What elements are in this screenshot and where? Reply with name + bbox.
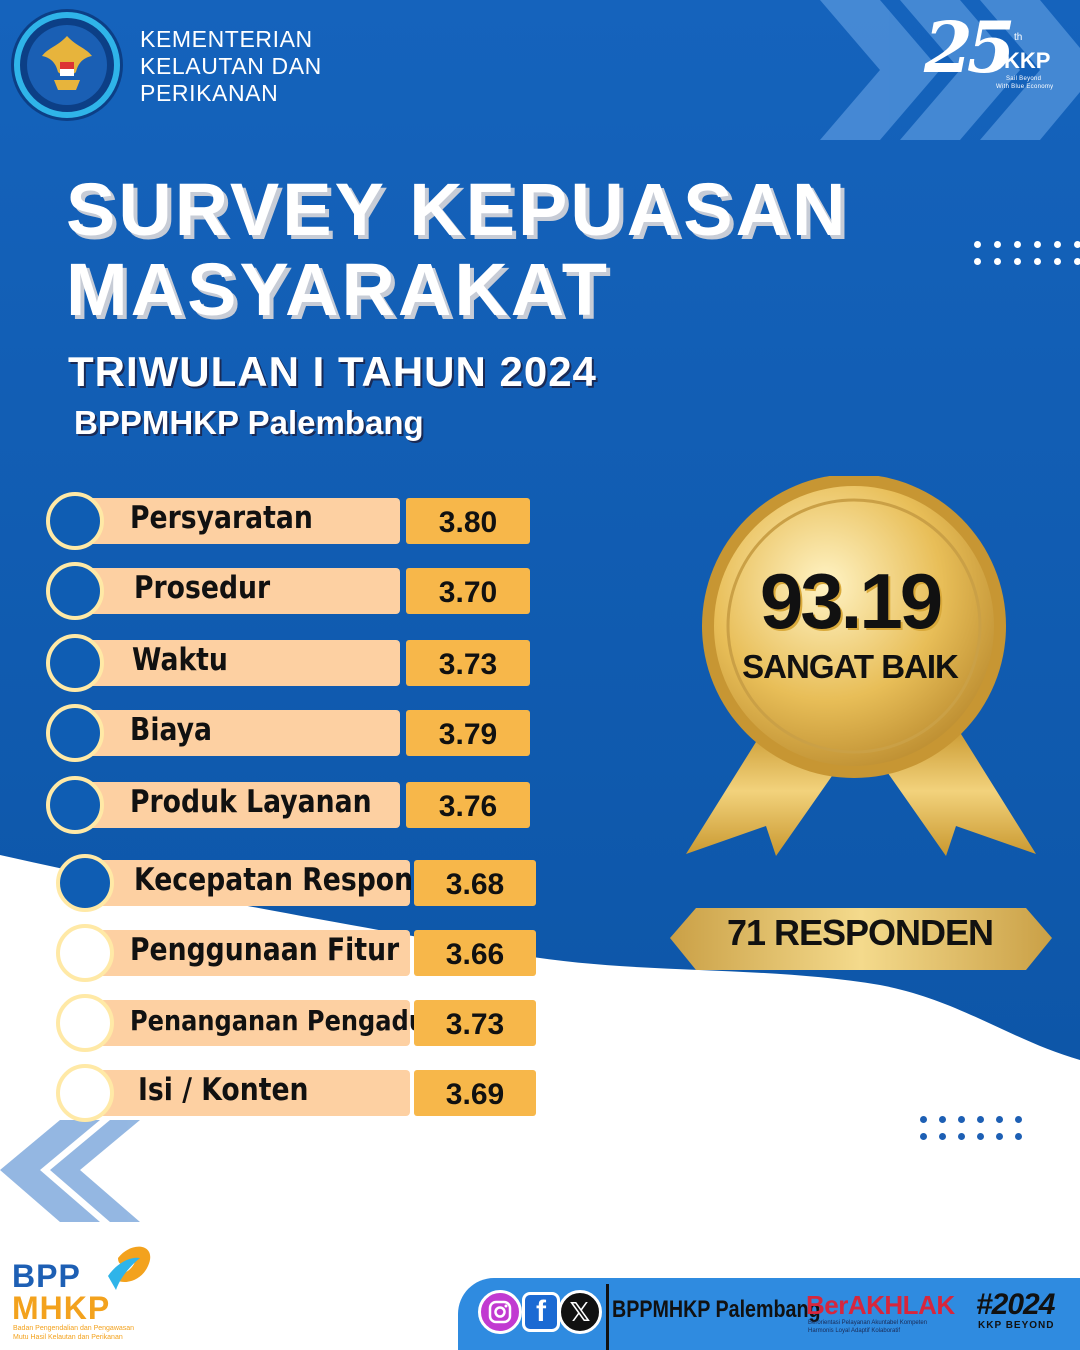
indicator-bar — [84, 930, 410, 976]
indicator-label: Persyaratan — [130, 500, 313, 536]
bppmhkp-logo — [108, 1246, 151, 1290]
indicator-circle — [56, 854, 114, 912]
ministry-logo — [11, 9, 123, 121]
indicator-bar — [74, 498, 400, 544]
indicator-label: Penggunaan Fitur — [130, 932, 400, 968]
indicator-score: 3.68 — [414, 860, 536, 906]
indicator-score: 3.73 — [414, 1000, 536, 1046]
anniversary-brand: KKP — [1004, 48, 1051, 73]
page-title-line-1: SURVEY KEPUASAN — [66, 168, 849, 251]
period-subtitle: TRIWULAN I TAHUN 2024 — [68, 348, 597, 395]
decorative-dots-top — [974, 241, 1080, 265]
indicator-score: 3.66 — [414, 930, 536, 976]
decorative-dots-bottom — [920, 1116, 1023, 1140]
berakhlak-tagline-2: Harmonis Loyal Adaptif Kolaboratif — [808, 1328, 901, 1334]
anniversary-tagline-1: Sail Beyond — [1006, 76, 1042, 82]
ministry-line-3: PERIKANAN — [140, 80, 279, 106]
indicator-circle — [46, 562, 104, 620]
indicator-bar — [74, 640, 400, 686]
bpp-description-2: Mutu Hasil Kelautan dan Perikanan — [13, 1334, 123, 1341]
indicator-circle — [46, 776, 104, 834]
x-icon[interactable]: 𝕏 — [558, 1290, 602, 1334]
indicator-score: 3.69 — [414, 1070, 536, 1116]
indicator-label: Penanganan Pengaduan — [130, 1004, 460, 1037]
berakhlak-tagline-1: Berorientasi Pelayanan Akuntabel Kompete… — [808, 1320, 928, 1326]
anniversary-number: 25 — [924, 6, 1015, 89]
year-tagline: KKP BEYOND — [978, 1320, 1055, 1331]
indicator-score: 3.73 — [406, 640, 530, 686]
facebook-icon[interactable]: f — [522, 1292, 560, 1332]
indicator-bar — [74, 782, 400, 828]
indicator-label: Prosedur — [134, 570, 271, 606]
footer-divider — [606, 1284, 609, 1350]
indicator-bar — [74, 568, 400, 614]
indicator-circle — [56, 924, 114, 982]
indicator-circle — [46, 492, 104, 550]
indicator-label: Produk Layanan — [130, 784, 372, 820]
indicator-circle — [56, 1064, 114, 1122]
indicator-circle — [56, 994, 114, 1052]
unit-name: BPPMHKP Palembang — [74, 404, 424, 441]
anniversary-tagline-2: With Blue Economy — [996, 84, 1054, 90]
anniversary-superscript: th — [1014, 32, 1023, 43]
year-hashtag: #2024 — [976, 1288, 1055, 1321]
bpp-logo-text-bottom: MHKP — [12, 1290, 111, 1326]
indicator-label: Biaya — [130, 712, 213, 748]
respondent-count: 71 RESPONDEN — [726, 912, 994, 953]
indicator-bar — [84, 1070, 410, 1116]
indicator-bar — [84, 860, 410, 906]
indicator-score: 3.70 — [406, 568, 530, 614]
instagram-icon[interactable] — [478, 1290, 522, 1334]
indicator-bar — [74, 710, 400, 756]
indicator-label: Kecepatan Respon — [134, 862, 414, 898]
indicator-circle — [46, 634, 104, 692]
bpp-logo-text-top: BPP — [12, 1258, 81, 1294]
satisfaction-category: SANGAT BAIK — [742, 648, 959, 685]
ministry-name: KEMENTERIAN KELAUTAN DAN PERIKANAN — [140, 26, 322, 107]
indicator-label: Isi / Konten — [138, 1072, 309, 1108]
indicator-circle — [46, 704, 104, 762]
social-handle[interactable]: BPPMHKP Palembang — [612, 1296, 821, 1323]
indicator-score: 3.79 — [406, 710, 530, 756]
medal-graphic — [670, 476, 1052, 970]
indicator-bar — [84, 1000, 410, 1046]
indicator-label: Waktu — [132, 642, 228, 678]
berakhlak-logo: BerAKHLAK — [806, 1290, 955, 1320]
satisfaction-index: 93.19 — [759, 557, 943, 645]
bpp-description-1: Badan Pengendalian dan Pengawasan — [13, 1325, 135, 1332]
ministry-line-2: KELAUTAN DAN — [140, 53, 322, 79]
indicator-score: 3.76 — [406, 782, 530, 828]
ministry-line-1: KEMENTERIAN — [140, 26, 313, 52]
page-title-line-2: MASYARAKAT — [66, 248, 610, 331]
indicator-score: 3.80 — [406, 498, 530, 544]
